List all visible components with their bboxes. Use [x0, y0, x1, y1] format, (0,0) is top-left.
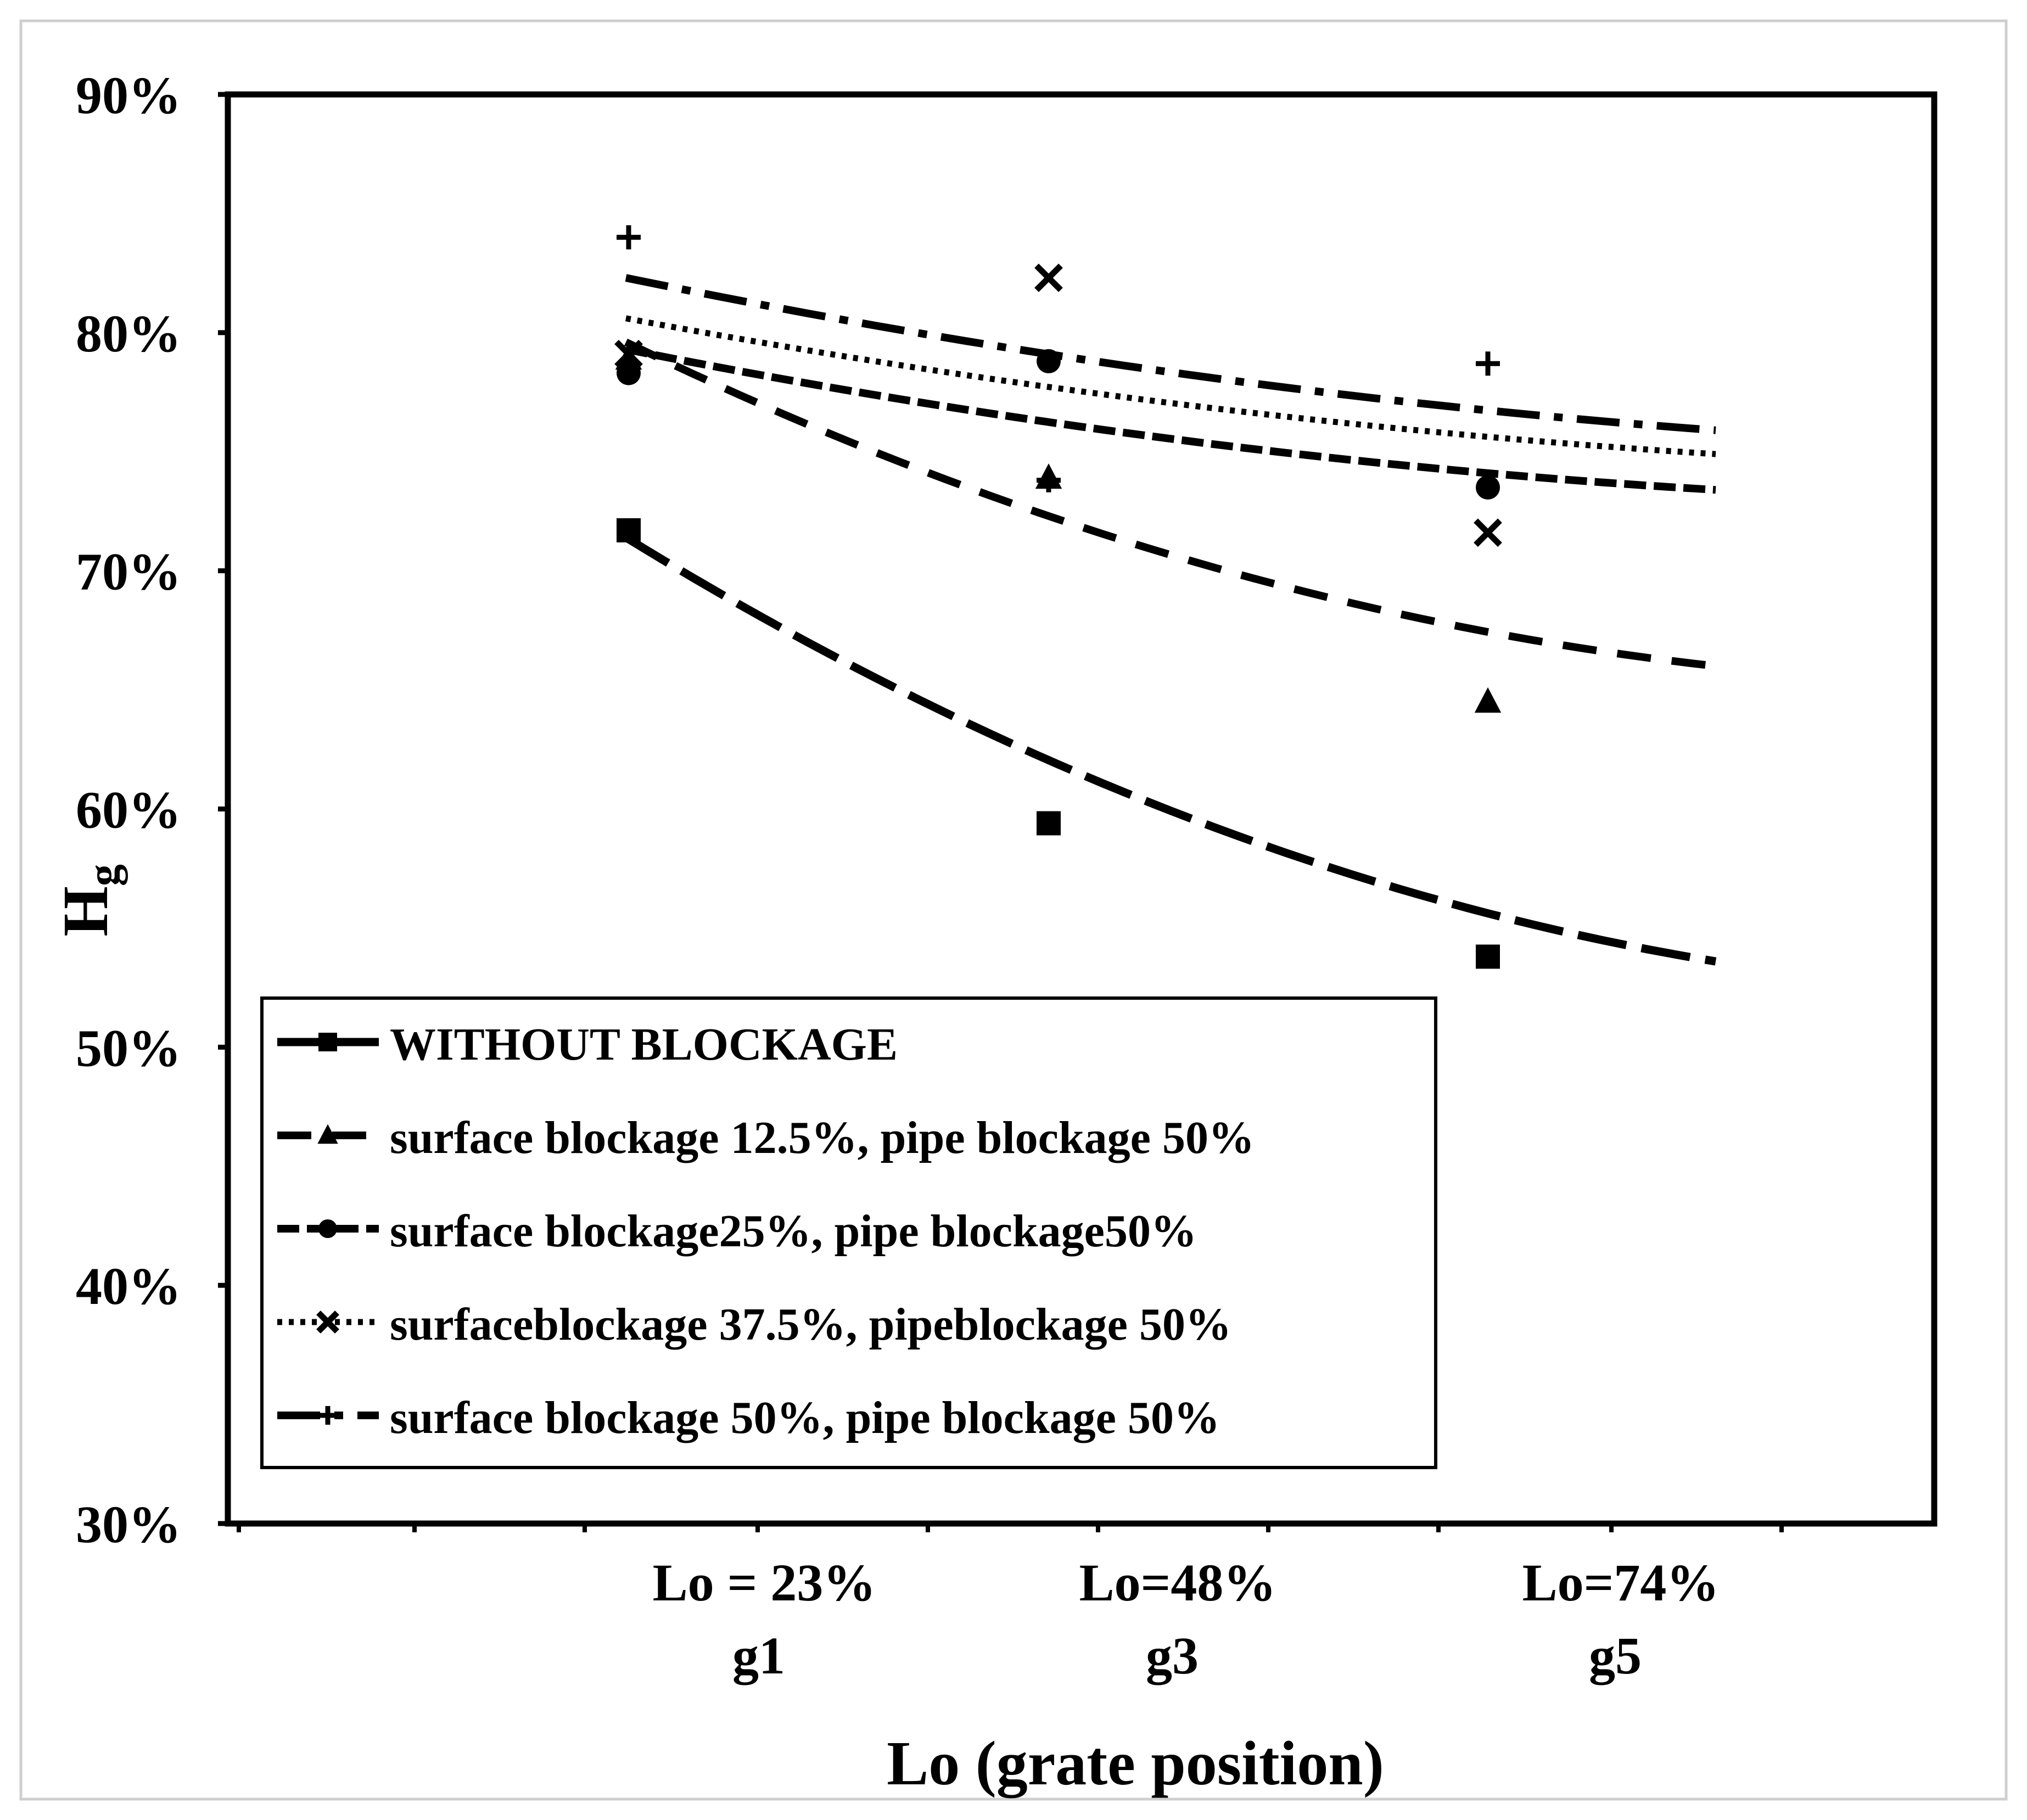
data-point-series-3: [1037, 349, 1061, 373]
legend-marker-series-1: [318, 1033, 337, 1051]
x-category-sublabel: g1: [732, 1626, 785, 1685]
legend-label-series-5: surface blockage 50%, pipe blockage 50%: [390, 1392, 1220, 1443]
legend-label-series-1: WITHOUT BLOCKAGE: [390, 1019, 898, 1070]
y-tick-label: 50%: [76, 1018, 181, 1077]
legend-marker-series-4: [316, 1311, 339, 1334]
y-tick-label: 70%: [76, 542, 181, 601]
data-point-series-3: [1476, 475, 1500, 500]
data-point-series-5: [617, 225, 641, 250]
y-axis: 30% 40% 50% 60% 70% 80% 90%: [76, 66, 228, 1554]
y-axis-label-subscript: g: [80, 864, 128, 886]
data-point-series-4: [614, 339, 643, 368]
y-axis-label: Hg: [49, 864, 128, 937]
legend-box: [260, 996, 1437, 1469]
legend: WITHOUT BLOCKAGE surface blockage 12.5%, …: [260, 996, 1437, 1469]
y-tick-label: 40%: [76, 1257, 181, 1315]
data-point-series-4: [1474, 518, 1502, 547]
y-axis-label-main: H: [49, 886, 121, 937]
x-axis: Lo = 23% g1 Lo=48% g3 Lo=74% g5: [237, 1524, 1784, 1685]
trendline-series-2: [624, 338, 1716, 670]
data-point-series-3: [617, 361, 641, 385]
y-tick-label: 90%: [76, 66, 181, 125]
y-tick-label: 80%: [76, 304, 181, 363]
legend-marker-series-3: [318, 1219, 337, 1238]
data-markers: [614, 225, 1502, 969]
legend-marker-series-2: [317, 1124, 338, 1144]
trendlines: [624, 274, 1717, 966]
x-category-sublabel: g3: [1146, 1626, 1199, 1685]
y-tick-label: 60%: [76, 781, 181, 839]
x-axis-label: Lo (grate position): [887, 1728, 1384, 1798]
x-category-label: Lo=48%: [1079, 1553, 1276, 1612]
data-point-series-1: [1476, 944, 1500, 969]
y-tick-label: 30%: [76, 1495, 181, 1554]
x-category-label: Lo=74%: [1522, 1553, 1720, 1612]
x-category-label: Lo = 23%: [653, 1553, 876, 1612]
legend-label-series-2: surface blockage 12.5%, pipe blockage 50…: [390, 1112, 1255, 1163]
trendline-series-1: [624, 534, 1717, 966]
data-point-series-2: [1474, 687, 1502, 713]
data-point-series-4: [1034, 264, 1063, 292]
x-category-sublabel: g5: [1589, 1626, 1642, 1685]
data-point-series-5: [1037, 468, 1061, 492]
legend-label-series-3: surface blockage25%, pipe blockage50%: [390, 1206, 1197, 1257]
data-point-series-5: [1476, 351, 1500, 376]
trendline-series-5: [625, 274, 1716, 434]
trendline-series-3: [625, 345, 1716, 494]
legend-marker-series-5: [318, 1406, 337, 1425]
legend-label-series-4: surfaceblockage 37.5%, pipeblockage 50%: [390, 1299, 1231, 1350]
data-point-series-1: [1037, 811, 1061, 836]
data-point-series-1: [617, 518, 641, 542]
